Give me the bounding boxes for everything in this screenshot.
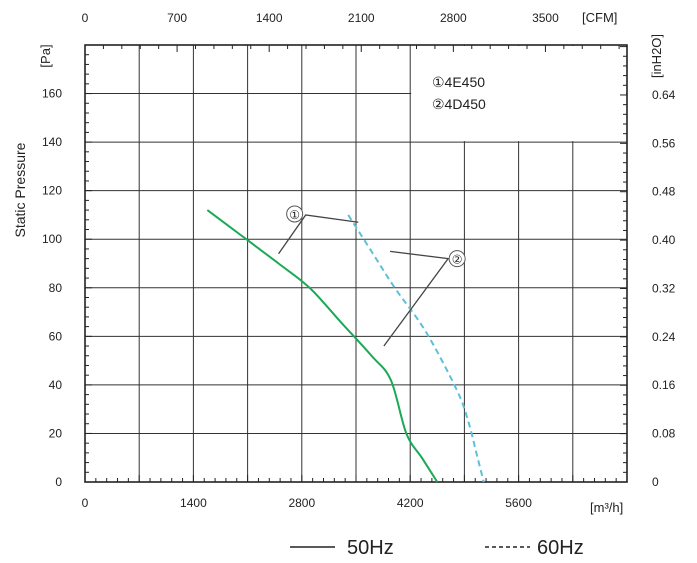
callout-1-label: ① [289,208,300,222]
plot-frame [84,44,628,483]
y-tick-label: 80 [49,281,63,295]
x-tick-label: 4200 [397,496,424,510]
top-tick-label: 3500 [532,11,559,25]
right-tick-label: 0.64 [652,88,676,102]
top-tick-label: 700 [167,11,187,25]
callouts: ①② [278,205,466,347]
legend-label-60hz: 60Hz [537,537,584,559]
right-tick-label: 0.40 [652,233,676,247]
top-tick-label: 1400 [256,11,283,25]
y-tick-label: 20 [49,426,63,440]
callout-2-label: ② [452,253,463,267]
top-tick-label: 2800 [440,11,467,25]
model-label-1: ①4E450 [432,74,485,90]
legend-label-50hz: 50Hz [347,537,394,559]
right-tick-label: 0.56 [652,136,676,150]
callout-2-circle [448,250,466,268]
x-tick-label: 0 [82,496,89,510]
right-tick-label: 0.48 [652,185,676,199]
y-unit-left: [Pa] [38,44,53,67]
y-tick-label: 100 [42,232,62,246]
model-legend-box [411,46,626,142]
x-unit-bottom: [m³/h] [590,500,623,515]
right-tick-label: 0.24 [652,330,676,344]
y-tick-label: 40 [49,378,63,392]
x-tick-label: 5600 [505,496,532,510]
y-tick-label: 140 [42,135,62,149]
right-tick-label: 0.16 [652,378,676,392]
callout-1-leader [278,214,359,255]
x-unit-top: [CFM] [582,10,617,25]
y-tick-label: 160 [42,87,62,101]
series [206,209,485,483]
callout-1-circle [286,205,304,223]
y-axis-title: Static Pressure [12,142,28,237]
y-unit-right: [inH2O] [649,34,664,78]
right-tick-label: 0.32 [652,281,676,295]
model-label-2: ②4D450 [432,96,486,112]
legend: 50Hz 60Hz [290,537,584,559]
top-tick-label: 2100 [348,11,375,25]
right-tick-label: 0.08 [652,427,676,441]
grid [85,45,627,482]
y-tick-label: 120 [42,184,62,198]
y-tick-label: 60 [49,329,63,343]
x-tick-label: 1400 [180,496,207,510]
callout-2-leader [383,250,450,347]
top-tick-label: 0 [82,11,89,25]
x-tick-label: 2800 [288,496,315,510]
y-tick-label: 0 [55,475,62,489]
series-line-50hz [206,209,439,483]
series-line-60hz [347,214,485,483]
right-tick-label: 0 [652,475,659,489]
